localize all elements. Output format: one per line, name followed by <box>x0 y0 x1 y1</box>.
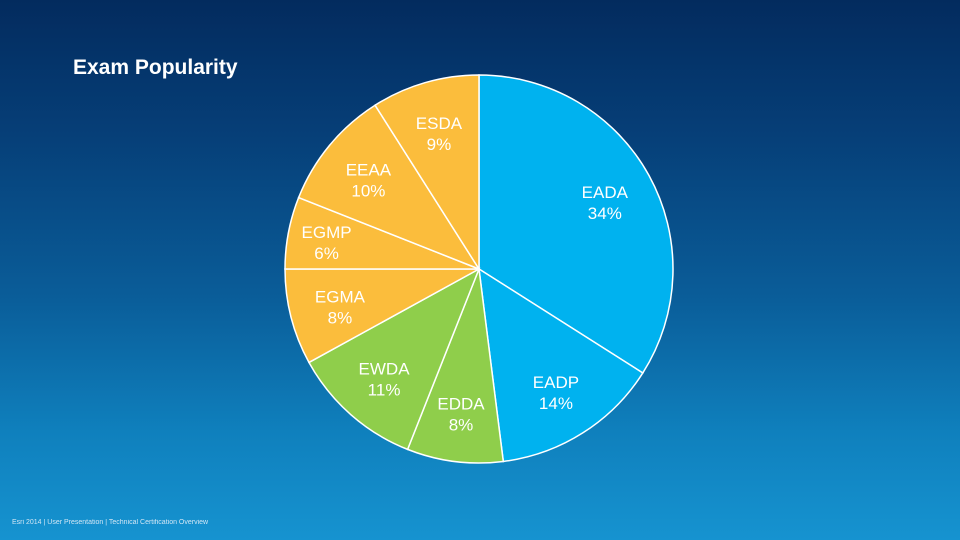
slice-label-egmp: EGMP 6% <box>302 223 352 263</box>
slice-category-label: EDDA <box>437 394 485 413</box>
slice-category-label: EWDA <box>359 360 411 379</box>
slice-value-label: 34% <box>588 204 622 223</box>
slice-category-label: ESDA <box>416 114 463 133</box>
pie-slice-eeaa <box>297 104 481 271</box>
slice-label-eadp: EADP 14% <box>533 373 579 413</box>
slide-title: Exam Popularity <box>73 56 238 79</box>
slice-value-label: 9% <box>427 135 452 154</box>
slice-label-egma: EGMA 8% <box>315 288 366 328</box>
slide-footer: Esri 2014 | User Presentation | Technica… <box>12 519 209 526</box>
slice-value-label: 11% <box>368 381 401 400</box>
slice-label-edda: EDDA 8% <box>437 394 485 434</box>
slice-value-label: 8% <box>328 309 353 328</box>
slice-value-label: 6% <box>314 244 339 263</box>
slice-label-ewda: EWDA 11% <box>359 360 411 400</box>
slice-category-label: EADP <box>533 373 579 392</box>
slice-label-esda: ESDA 9% <box>416 114 463 154</box>
slice-value-label: 10% <box>351 181 385 200</box>
pie-slice-eada <box>478 74 674 374</box>
slice-label-eeaa: EEAA 10% <box>346 160 392 200</box>
slice-value-label: 14% <box>539 394 573 413</box>
slice-category-label: EEAA <box>346 160 392 179</box>
pie-slice-egma <box>284 268 480 364</box>
slice-category-label: EGMP <box>302 223 352 242</box>
pie-slice-eadp <box>478 267 644 463</box>
slice-value-label: 8% <box>449 415 474 434</box>
pie-slice-ewda <box>307 267 481 451</box>
slice-category-label: EGMA <box>315 288 366 307</box>
slice-label-eada: EADA 34% <box>582 183 629 223</box>
slice-category-label: EADA <box>582 183 629 202</box>
pie-slice-esda <box>374 74 480 272</box>
pie-slice-edda <box>406 268 505 464</box>
